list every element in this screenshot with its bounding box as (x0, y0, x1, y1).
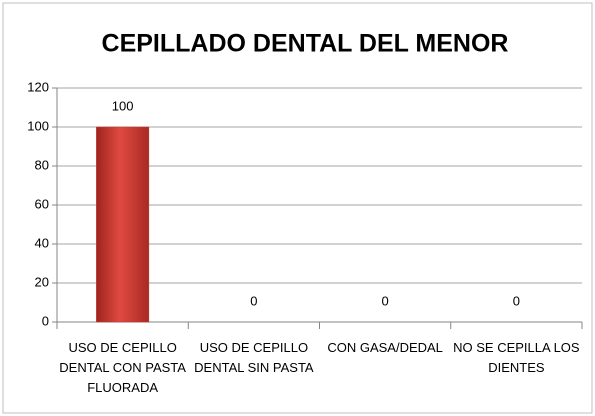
value-label: 0 (250, 293, 257, 308)
bar (96, 126, 150, 323)
y-tick-label: 0 (42, 313, 49, 328)
y-tick-label: 100 (27, 118, 49, 133)
x-tick-label: NO SE CEPILLA LOS DIENTES (453, 340, 580, 375)
y-tick-label: 60 (35, 196, 49, 211)
y-tick-label: 40 (35, 235, 49, 250)
value-label: 100 (112, 98, 134, 113)
y-tick-label: 120 (27, 79, 49, 94)
y-tick-label: 20 (35, 274, 49, 289)
y-tick-label: 80 (35, 157, 49, 172)
value-label: 0 (513, 293, 520, 308)
x-tick-label: CON GASA/DEDAL (327, 340, 443, 355)
value-label: 0 (382, 293, 389, 308)
chart-title: CEPILLADO DENTAL DEL MENOR (102, 30, 509, 58)
x-tick-label: USO DE CEPILLO DENTAL CON PASTA FLUORADA (59, 340, 186, 395)
x-tick-label: USO DE CEPILLO DENTAL SIN PASTA (194, 340, 314, 375)
